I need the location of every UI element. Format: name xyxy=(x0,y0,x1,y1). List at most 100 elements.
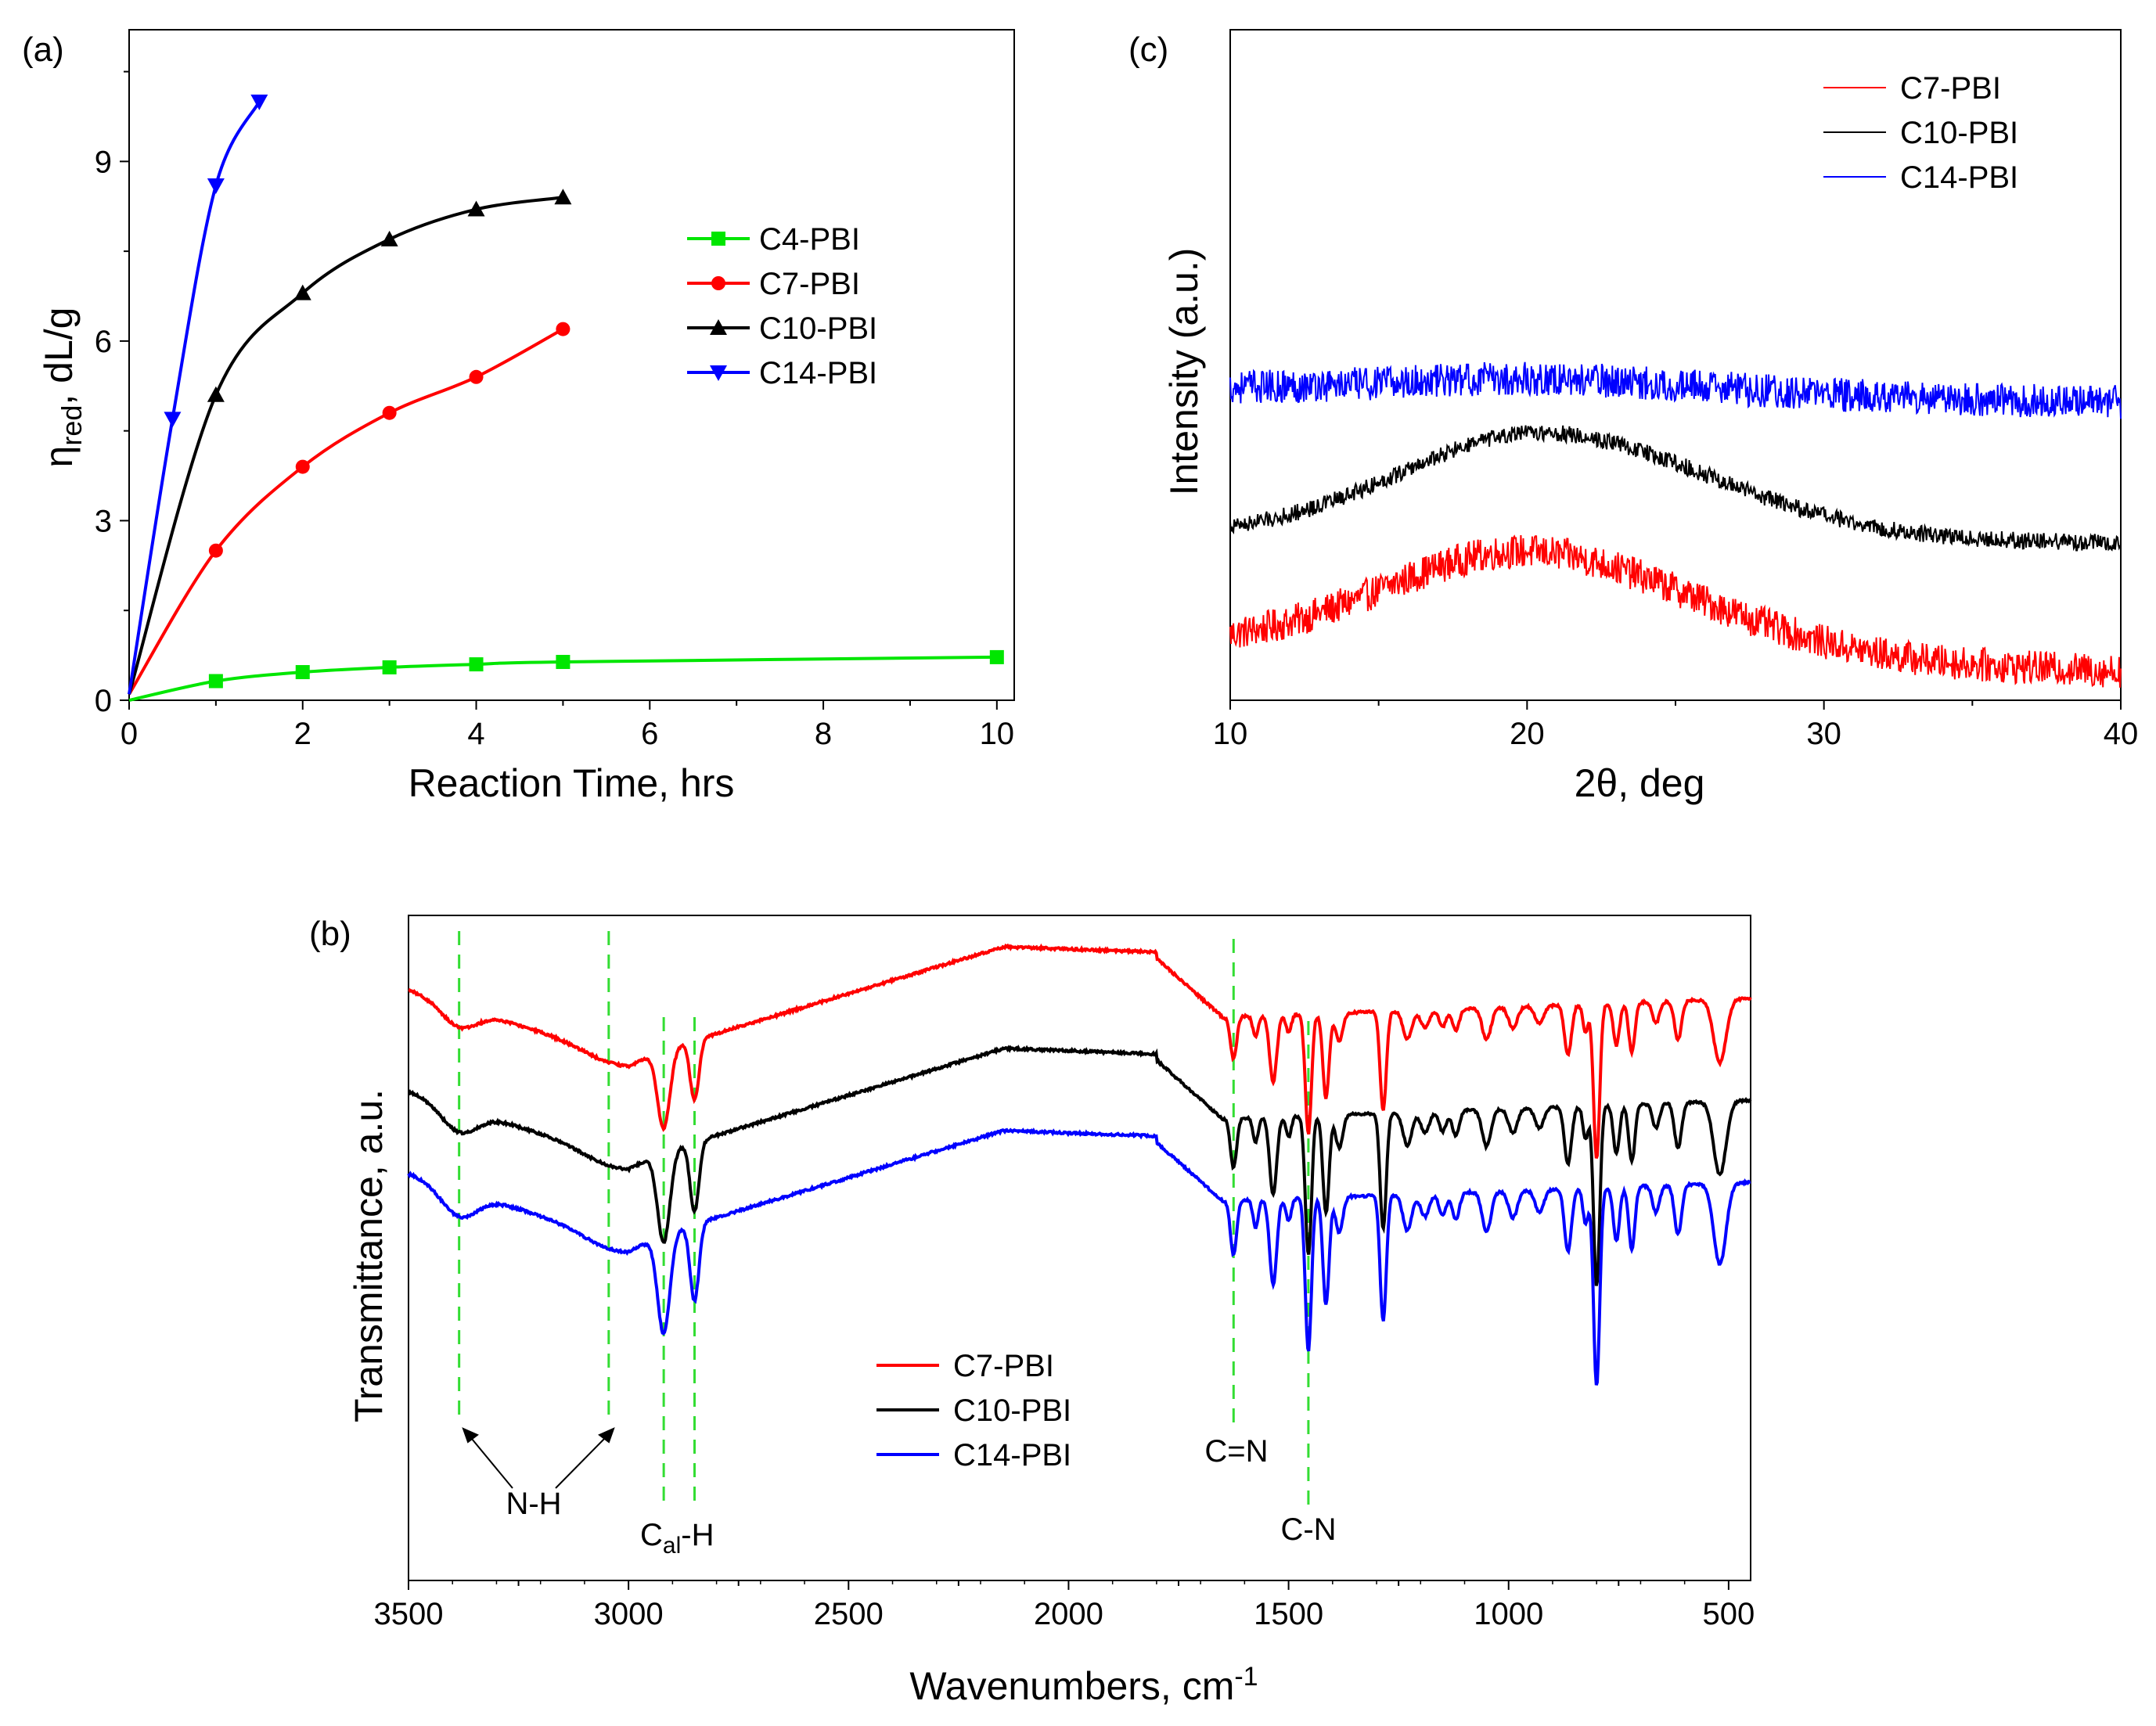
panel-a-x-axis-label: Reaction Time, hrs xyxy=(409,761,735,805)
series-line-c10-pbi xyxy=(128,196,563,695)
y-label-rest: , dL/g xyxy=(37,307,81,405)
x-tick-label: 3000 xyxy=(594,1597,664,1631)
legend-label: C14-PBI xyxy=(1900,160,2018,195)
x-tick-label: 1500 xyxy=(1254,1597,1323,1631)
ftir-trace-c10-pbi xyxy=(408,1045,1752,1286)
panel-b-axes: 3500 3000 2500 2000 1500 1000 500 xyxy=(374,915,1755,1631)
legend-label: C10-PBI xyxy=(1900,116,2018,150)
marker-triangle-up xyxy=(467,200,485,217)
marker-triangle-up xyxy=(293,284,311,300)
panel-b-label: (b) xyxy=(309,915,351,953)
panel-c-legend: C7-PBI C10-PBI C14-PBI xyxy=(1823,71,2018,195)
marker-triangle-up xyxy=(207,386,225,402)
panel-c-axes: 10 20 30 40 xyxy=(1213,29,2139,751)
panel-b-annotations: N-H Cal-H C=N C-N xyxy=(462,1427,1337,1559)
legend-label: C10-PBI xyxy=(953,1393,1071,1428)
annotation-cn-double: C=N xyxy=(1204,1434,1268,1469)
marker-square xyxy=(711,232,725,246)
marker-circle xyxy=(208,543,223,558)
xrd-trace-c10-pbi xyxy=(1229,425,2122,552)
annotation-cal-c: C xyxy=(640,1518,663,1552)
series-line-c4-pbi xyxy=(128,655,997,702)
plot-frame xyxy=(128,29,1015,701)
marker-triangle-down xyxy=(710,365,727,381)
panel-a-y-axis-label: ηred, dL/g xyxy=(37,307,88,468)
panel-a-series xyxy=(128,94,1004,702)
x-label-main: Wavenumbers, cm xyxy=(909,1664,1234,1708)
series-line-c14-pbi xyxy=(128,100,261,695)
xrd-trace-c7-pbi xyxy=(1229,534,2122,688)
y-label-eta: η xyxy=(37,446,81,468)
x-tick-label: 2000 xyxy=(1034,1597,1103,1631)
xrd-trace-c14-pbi xyxy=(1229,361,2122,419)
x-tick-label: 3500 xyxy=(374,1597,444,1631)
ftir-trace-c7-pbi xyxy=(408,943,1752,1159)
marker-triangle-down xyxy=(207,178,225,194)
panel-c-x-axis-label: 2θ, deg xyxy=(1575,761,1705,805)
legend-label: C7-PBI xyxy=(1900,71,2001,106)
y-tick-label: 3 xyxy=(95,504,112,538)
annotation-cn-single: C-N xyxy=(1280,1512,1336,1547)
panel-b-legend: C7-PBI C10-PBI C14-PBI xyxy=(876,1349,1071,1472)
marker-square xyxy=(556,655,570,670)
x-tick-label: 10 xyxy=(1213,717,1248,751)
panel-a-axes: 0 2 4 6 8 10 0 3 6 9 xyxy=(95,29,1015,751)
y-tick-label: 9 xyxy=(95,145,112,179)
x-tick-label: 0 xyxy=(121,717,138,751)
panel-b-y-axis-label: Transmittance, a.u. xyxy=(347,1089,391,1422)
marker-circle xyxy=(556,322,570,336)
y-tick-label: 0 xyxy=(95,684,112,718)
panel-b-x-axis-label: Wavenumbers, cm-1 xyxy=(909,1662,1258,1708)
marker-square xyxy=(989,649,1004,664)
legend-label: C10-PBI xyxy=(759,311,877,346)
x-tick-label: 1000 xyxy=(1474,1597,1543,1631)
marker-triangle-up xyxy=(554,189,572,205)
nh-arrowhead-left xyxy=(462,1427,479,1444)
panel-c-y-axis-label: Intensity (a.u.) xyxy=(1162,248,1206,496)
x-tick-label: 40 xyxy=(2104,717,2139,751)
plot-frame xyxy=(408,915,1751,1581)
marker-circle xyxy=(382,405,397,420)
marker-circle xyxy=(711,276,725,290)
x-tick-label: 20 xyxy=(1510,717,1545,751)
nh-arrow-left xyxy=(467,1433,513,1489)
panel-a-label: (a) xyxy=(22,31,64,69)
panel-a-legend: C4-PBI C7-PBI C10-PBI C14-PBI xyxy=(687,222,877,390)
y-label-sub: red xyxy=(56,405,88,446)
panel-b-ftir-chart: (b) 3500 3000 2500 2000 1500 1000 500 C7-PBI C1… xyxy=(309,915,1755,1708)
annotation-nh: N-H xyxy=(506,1487,561,1521)
x-tick-label: 2500 xyxy=(814,1597,884,1631)
x-tick-label: 10 xyxy=(980,717,1015,751)
x-tick-label: 30 xyxy=(1806,717,1841,751)
panel-b-marker-lines xyxy=(458,931,1310,1506)
x-label-sup: -1 xyxy=(1234,1662,1258,1692)
nh-arrows xyxy=(462,1427,615,1489)
marker-circle xyxy=(295,459,310,474)
marker-triangle-down xyxy=(164,412,182,428)
marker-triangle-up xyxy=(380,230,398,246)
marker-triangle-up xyxy=(710,319,727,335)
marker-square xyxy=(469,657,484,672)
x-tick-label: 4 xyxy=(467,717,484,751)
panel-c-label: (c) xyxy=(1128,31,1168,69)
x-tick-label: 2 xyxy=(294,717,311,751)
marker-square xyxy=(208,674,223,689)
annotation-cal-rest: -H xyxy=(681,1518,714,1552)
annotation-cal-h: Cal-H xyxy=(640,1518,714,1559)
legend-label: C7-PBI xyxy=(759,267,860,301)
legend-label: C14-PBI xyxy=(953,1438,1071,1472)
legend-label: C4-PBI xyxy=(759,222,860,257)
panel-a-reaction-time-chart: (a) 0 2 4 6 8 10 0 3 6 9 C4-PBI C7-PBI C10-PBI C14-P… xyxy=(22,29,1015,805)
x-tick-label: 500 xyxy=(1703,1597,1755,1631)
legend-label: C14-PBI xyxy=(759,356,877,390)
nh-arrow-right xyxy=(555,1433,610,1489)
legend-label: C7-PBI xyxy=(953,1349,1054,1383)
marker-square xyxy=(295,665,310,680)
panel-c-series xyxy=(1229,361,2122,688)
marker-square xyxy=(382,660,397,674)
x-tick-label: 8 xyxy=(815,717,832,751)
y-tick-label: 6 xyxy=(95,325,112,359)
marker-circle xyxy=(469,369,484,384)
panel-b-series xyxy=(407,943,1752,1386)
